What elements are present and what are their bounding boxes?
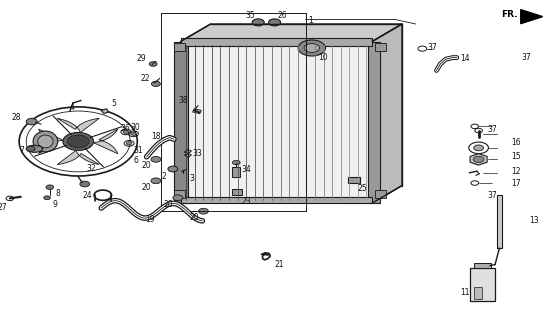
Text: 29: 29 — [136, 54, 146, 63]
Bar — [174, 42, 188, 203]
Text: 25: 25 — [357, 184, 367, 193]
Text: 31: 31 — [133, 146, 143, 155]
Text: 13: 13 — [529, 216, 539, 225]
Polygon shape — [181, 42, 372, 203]
Text: 34: 34 — [241, 165, 251, 174]
Text: 12: 12 — [511, 167, 521, 176]
Polygon shape — [94, 129, 118, 154]
Circle shape — [126, 142, 132, 145]
Circle shape — [80, 181, 90, 187]
Bar — [375, 190, 386, 198]
Text: 11: 11 — [460, 288, 470, 297]
Text: 37: 37 — [487, 125, 497, 134]
Text: 30: 30 — [131, 123, 141, 132]
Text: 19: 19 — [145, 215, 155, 224]
Circle shape — [473, 156, 484, 163]
Text: 35: 35 — [245, 11, 255, 20]
Circle shape — [46, 185, 54, 189]
Polygon shape — [57, 118, 99, 132]
Text: 10: 10 — [318, 53, 328, 62]
Text: 38: 38 — [178, 96, 188, 105]
Text: 18: 18 — [151, 132, 161, 141]
Circle shape — [168, 166, 178, 172]
Bar — [375, 43, 386, 51]
Polygon shape — [181, 24, 402, 42]
Polygon shape — [470, 154, 487, 165]
Circle shape — [44, 196, 50, 200]
Text: 17: 17 — [511, 180, 521, 188]
Circle shape — [26, 146, 35, 151]
Text: 2: 2 — [161, 172, 166, 181]
Text: 36: 36 — [120, 124, 130, 133]
Circle shape — [304, 44, 319, 52]
Text: 28: 28 — [11, 113, 21, 122]
Polygon shape — [57, 150, 99, 164]
Polygon shape — [372, 24, 402, 203]
Circle shape — [232, 160, 240, 165]
Circle shape — [152, 81, 160, 86]
Bar — [174, 190, 185, 198]
Circle shape — [298, 40, 325, 56]
Circle shape — [252, 19, 264, 26]
Circle shape — [123, 130, 129, 133]
Bar — [181, 38, 372, 46]
Circle shape — [131, 132, 136, 135]
Text: 9: 9 — [53, 200, 57, 209]
Circle shape — [199, 208, 208, 214]
Text: 33: 33 — [192, 149, 202, 158]
Text: 20: 20 — [141, 183, 151, 192]
Bar — [474, 263, 491, 268]
Ellipse shape — [38, 135, 53, 148]
Text: 6: 6 — [133, 156, 138, 165]
Text: 5: 5 — [112, 99, 116, 108]
Text: 23: 23 — [241, 197, 251, 206]
Text: 26: 26 — [278, 11, 288, 20]
Bar — [174, 43, 185, 51]
Circle shape — [63, 132, 94, 150]
Circle shape — [67, 135, 89, 148]
Ellipse shape — [26, 145, 43, 152]
Circle shape — [269, 19, 281, 26]
Bar — [497, 195, 502, 248]
Text: 20: 20 — [189, 213, 199, 222]
Circle shape — [474, 145, 484, 151]
Ellipse shape — [33, 131, 58, 152]
Text: 1: 1 — [309, 16, 313, 25]
Text: 20: 20 — [163, 200, 173, 209]
Circle shape — [173, 195, 183, 201]
Text: 37: 37 — [522, 53, 532, 62]
Bar — [368, 42, 380, 203]
Text: 4: 4 — [70, 103, 74, 112]
Polygon shape — [101, 109, 108, 114]
Text: 20: 20 — [141, 161, 151, 170]
Bar — [232, 167, 240, 177]
Text: 24: 24 — [83, 191, 92, 200]
Text: 32: 32 — [86, 164, 96, 173]
Bar — [181, 197, 372, 203]
Circle shape — [26, 118, 37, 125]
Bar — [470, 268, 495, 301]
Polygon shape — [193, 109, 201, 114]
Text: 22: 22 — [140, 74, 150, 83]
Bar — [474, 287, 482, 299]
Circle shape — [149, 62, 157, 66]
Circle shape — [151, 156, 161, 162]
Bar — [348, 177, 360, 183]
Polygon shape — [39, 129, 63, 154]
Polygon shape — [521, 10, 543, 24]
Text: 21: 21 — [275, 260, 284, 269]
Text: 16: 16 — [511, 138, 521, 147]
Text: 37: 37 — [487, 191, 497, 200]
Text: FR.: FR. — [502, 10, 518, 19]
Text: 37: 37 — [427, 44, 437, 52]
Circle shape — [151, 178, 161, 184]
Text: 15: 15 — [511, 152, 521, 161]
Text: 27: 27 — [0, 204, 8, 212]
Text: 14: 14 — [461, 54, 470, 63]
Text: 7: 7 — [20, 146, 24, 155]
Text: 8: 8 — [56, 189, 60, 198]
Text: 3: 3 — [190, 174, 194, 183]
Bar — [232, 189, 242, 195]
